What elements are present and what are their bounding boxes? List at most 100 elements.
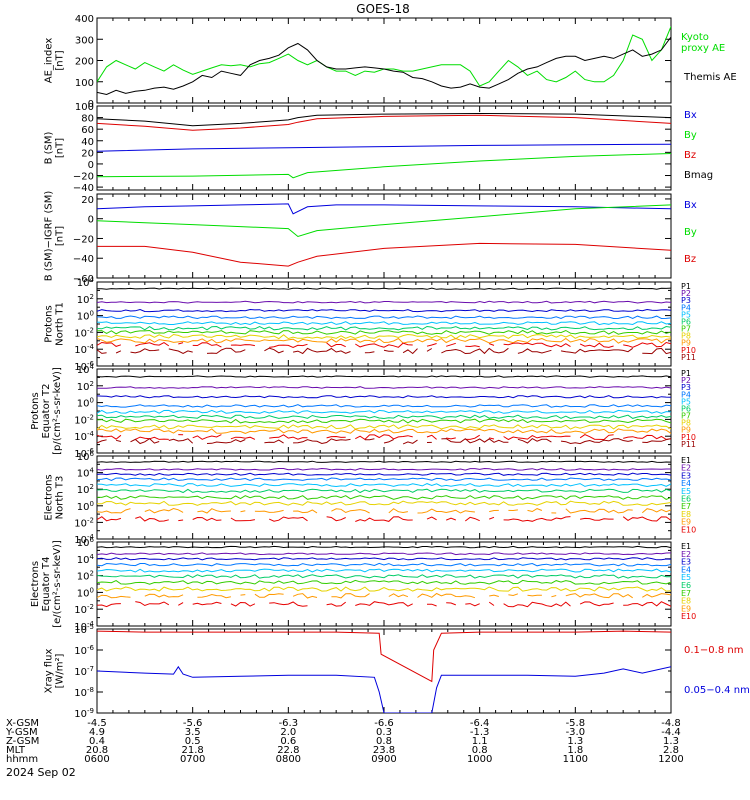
y-tick-label: 106 — [77, 450, 95, 463]
plot-title: GOES-18 — [356, 2, 410, 16]
series-line — [97, 507, 671, 514]
x-row-value: -3.0 — [566, 727, 586, 738]
series-line — [97, 404, 671, 408]
y-tick-label: 60 — [81, 125, 94, 136]
legend-label: Kyoto — [681, 32, 709, 43]
y-tick-label: 10-8 — [74, 686, 94, 699]
panel-protons_t2: Protons Equator T2 [p/(cm²-s-sr-keV)] 10410… — [30, 363, 696, 460]
x-row-value: 0.4 — [89, 736, 105, 747]
legend-label: 0.1−0.8 nm — [684, 645, 743, 656]
series-line — [97, 552, 671, 556]
legend-label: P3 — [681, 383, 691, 392]
legend-label: E6 — [681, 581, 691, 590]
legend-label: E7 — [681, 589, 691, 598]
y-tick-label: −60 — [73, 274, 94, 285]
legend-label: Bz — [684, 150, 696, 161]
series-line — [97, 386, 671, 389]
y-tick-label: 102 — [77, 293, 94, 306]
y-tick-label: 104 — [77, 363, 95, 376]
y-tick-label: 102 — [77, 570, 94, 583]
series-line — [97, 500, 671, 506]
x-row-value: 20.8 — [86, 745, 108, 756]
legend-label: P5 — [681, 310, 691, 319]
y-tick-label: 10-4 — [74, 343, 94, 356]
legend-label: P9 — [681, 339, 691, 348]
legend-label: E2 — [681, 550, 691, 559]
y-axis-label: Xray flux [W/m²] — [44, 649, 66, 694]
panel-protons_t1: Protons North T1 104 102 100 10-2 10-4 10-6 P1P2… — [44, 276, 697, 373]
y-tick-label: 20 — [81, 195, 94, 206]
legend-label: Bmag — [684, 170, 713, 181]
x-row-value: 1.3 — [663, 736, 679, 747]
series-line — [97, 321, 671, 326]
panel-electrons_t3: Electrons North T310610410210010-210-4E1E… — [44, 450, 697, 546]
series-line — [97, 592, 671, 599]
y-axis-label-line: [e/(cm²-s-sr-keV)] — [52, 540, 63, 628]
legend-label: E10 — [681, 612, 696, 621]
y-tick-label: 100 — [75, 102, 94, 113]
plot-area — [97, 287, 671, 355]
y-tick-label: −20 — [73, 234, 94, 245]
series-line — [97, 114, 671, 131]
y-tick-label: 10-4 — [74, 533, 94, 546]
legend-label: E3 — [681, 471, 691, 480]
legend-label: E4 — [681, 479, 691, 488]
series-line — [97, 477, 671, 482]
legend-label: E5 — [681, 573, 691, 582]
x-row-value: 0600 — [84, 754, 109, 765]
y-axis-label-line: B (SM) — [44, 131, 55, 164]
y-tick-label: 10-5 — [74, 623, 94, 636]
legend-label: E8 — [681, 597, 691, 606]
x-row-value: 4.9 — [89, 727, 105, 738]
panel-xray: Xray flux [W/m²] 10-5 10-6 10-7 10-8 10-9 0.1−0… — [44, 623, 750, 720]
y-tick-label: 10-4 — [74, 620, 94, 633]
legend-label: P11 — [681, 440, 696, 449]
series-line — [97, 568, 671, 573]
x-row-value: 22.8 — [277, 745, 299, 756]
series-line — [97, 562, 671, 567]
legend-label: P11 — [681, 353, 696, 362]
x-row-value: -5.6 — [183, 718, 203, 729]
y-tick-label: 100 — [75, 78, 94, 89]
x-row-value: -5.8 — [566, 718, 586, 729]
plot-area — [97, 545, 671, 608]
series-line — [97, 579, 671, 585]
plot-area — [97, 460, 671, 522]
series-line — [97, 601, 671, 608]
series-line — [97, 333, 671, 340]
y-tick-label: 10-4 — [74, 430, 94, 443]
y-axis-label-line: AE_index — [44, 38, 55, 84]
x-row-value: 1000 — [467, 754, 492, 765]
x-row-label: Y-GSM — [5, 727, 38, 738]
legend-label: By — [684, 130, 697, 141]
legend-label: E3 — [681, 558, 691, 567]
panel-b_igrf: B (SM)−IGRF (SM) [nT] 20 0 −20 −40 −60 Bx By Bz — [44, 191, 697, 285]
x-row-value: 0900 — [371, 754, 396, 765]
plot-area — [97, 203, 671, 267]
x-row-label: hhmm — [6, 754, 38, 765]
x-row-value: 1.1 — [472, 736, 488, 747]
legend-label: P10 — [681, 433, 696, 442]
legend-label: P3 — [681, 296, 691, 305]
y-tick-label: 10-2 — [74, 516, 94, 529]
series-line — [97, 495, 671, 500]
series-line — [97, 424, 671, 430]
legend-label: P6 — [681, 404, 691, 413]
y-tick-label: 10-2 — [74, 603, 94, 616]
series-line — [97, 418, 671, 424]
y-tick-label: 104 — [77, 553, 95, 566]
series-line — [97, 488, 671, 494]
y-tick-label: 0 — [88, 160, 94, 171]
x-row-value: 23.8 — [373, 745, 395, 756]
y-tick-label: 102 — [77, 380, 94, 393]
legend-label: E1 — [681, 542, 691, 551]
y-tick-label: 20 — [81, 148, 94, 159]
x-row-value: 0800 — [276, 754, 301, 765]
series-line — [97, 557, 671, 561]
x-row-value: -6.4 — [470, 718, 490, 729]
series-line — [97, 428, 671, 434]
series-line — [97, 308, 671, 313]
y-axis-label: B (SM)−IGRF (SM) [nT] — [44, 191, 66, 282]
y-tick-label: 0 — [88, 99, 94, 110]
x-row-value: 1200 — [658, 754, 683, 765]
